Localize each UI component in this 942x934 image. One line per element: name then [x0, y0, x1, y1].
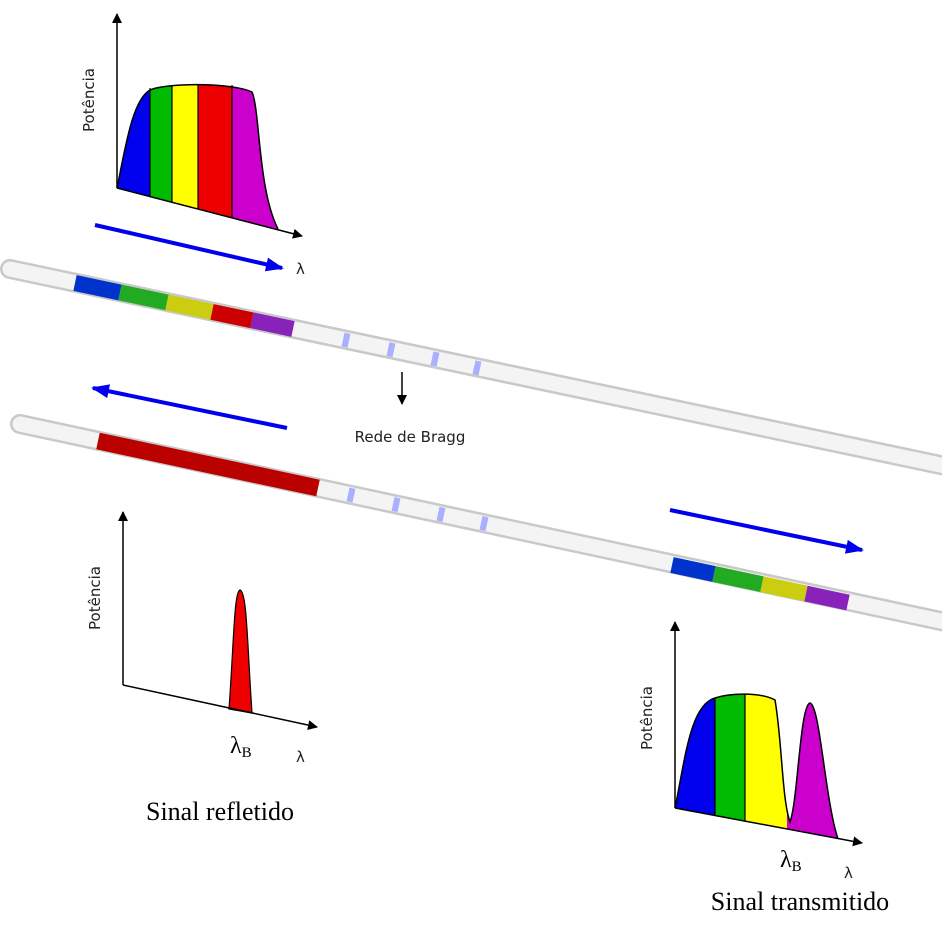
grating-label: Rede de Bragg — [355, 428, 466, 446]
caption: Sinal refletido — [146, 797, 294, 826]
plot-transmitted: Potência λB λ Sinal transmitido — [638, 621, 889, 916]
marker-label: λB — [780, 847, 802, 875]
arrow-forward — [94, 223, 284, 272]
arrow-reflected — [91, 384, 288, 430]
y-label: Potência — [638, 686, 656, 750]
plot-input: Potência λ — [80, 13, 305, 278]
arrow-transmitted — [669, 508, 864, 554]
y-label: Potência — [80, 68, 98, 132]
caption: Sinal transmitido — [711, 887, 889, 916]
plot-reflected: Potência λB λ Sinal refletido — [86, 511, 318, 826]
fiber-bottom — [10, 414, 942, 632]
y-label: Potência — [86, 566, 104, 630]
fiber-top — [0, 259, 942, 476]
marker-label: λB — [230, 733, 252, 761]
x-label: λ — [296, 260, 305, 278]
x-label: λ — [296, 748, 305, 766]
x-label: λ — [844, 864, 853, 882]
